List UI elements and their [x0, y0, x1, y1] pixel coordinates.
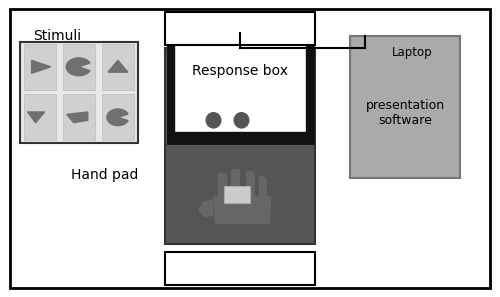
Text: Response box: Response box: [192, 64, 288, 78]
Ellipse shape: [218, 173, 227, 177]
Bar: [165, 48, 315, 244]
Polygon shape: [66, 58, 90, 76]
Polygon shape: [107, 109, 128, 126]
Text: Laptop: Laptop: [392, 46, 432, 59]
Bar: [62, 94, 95, 140]
Bar: [232, 171, 240, 196]
Bar: [218, 175, 227, 196]
Bar: [165, 12, 315, 45]
Bar: [246, 173, 254, 196]
Polygon shape: [32, 60, 50, 73]
Text: presentation
software: presentation software: [366, 99, 444, 127]
Bar: [20, 42, 138, 143]
Bar: [24, 44, 56, 90]
Polygon shape: [108, 60, 128, 72]
Bar: [258, 178, 266, 196]
Text: Participant: Participant: [200, 261, 280, 276]
Bar: [168, 33, 312, 143]
Bar: [102, 94, 134, 140]
Text: Stimuli: Stimuli: [34, 29, 82, 43]
Bar: [30, 60, 33, 73]
Ellipse shape: [258, 176, 266, 180]
Bar: [174, 43, 306, 132]
Text: Experimenter: Experimenter: [190, 21, 290, 36]
Polygon shape: [214, 196, 272, 224]
Polygon shape: [66, 112, 87, 123]
Bar: [224, 186, 250, 203]
Ellipse shape: [232, 169, 240, 173]
Bar: [62, 44, 95, 90]
Ellipse shape: [246, 171, 254, 175]
Bar: [350, 36, 460, 178]
Text: Hand pad: Hand pad: [72, 168, 138, 182]
Polygon shape: [28, 112, 44, 123]
Polygon shape: [198, 199, 214, 218]
Bar: [165, 252, 315, 285]
Bar: [102, 44, 134, 90]
Bar: [24, 94, 56, 140]
Ellipse shape: [206, 112, 222, 129]
Ellipse shape: [234, 112, 250, 129]
